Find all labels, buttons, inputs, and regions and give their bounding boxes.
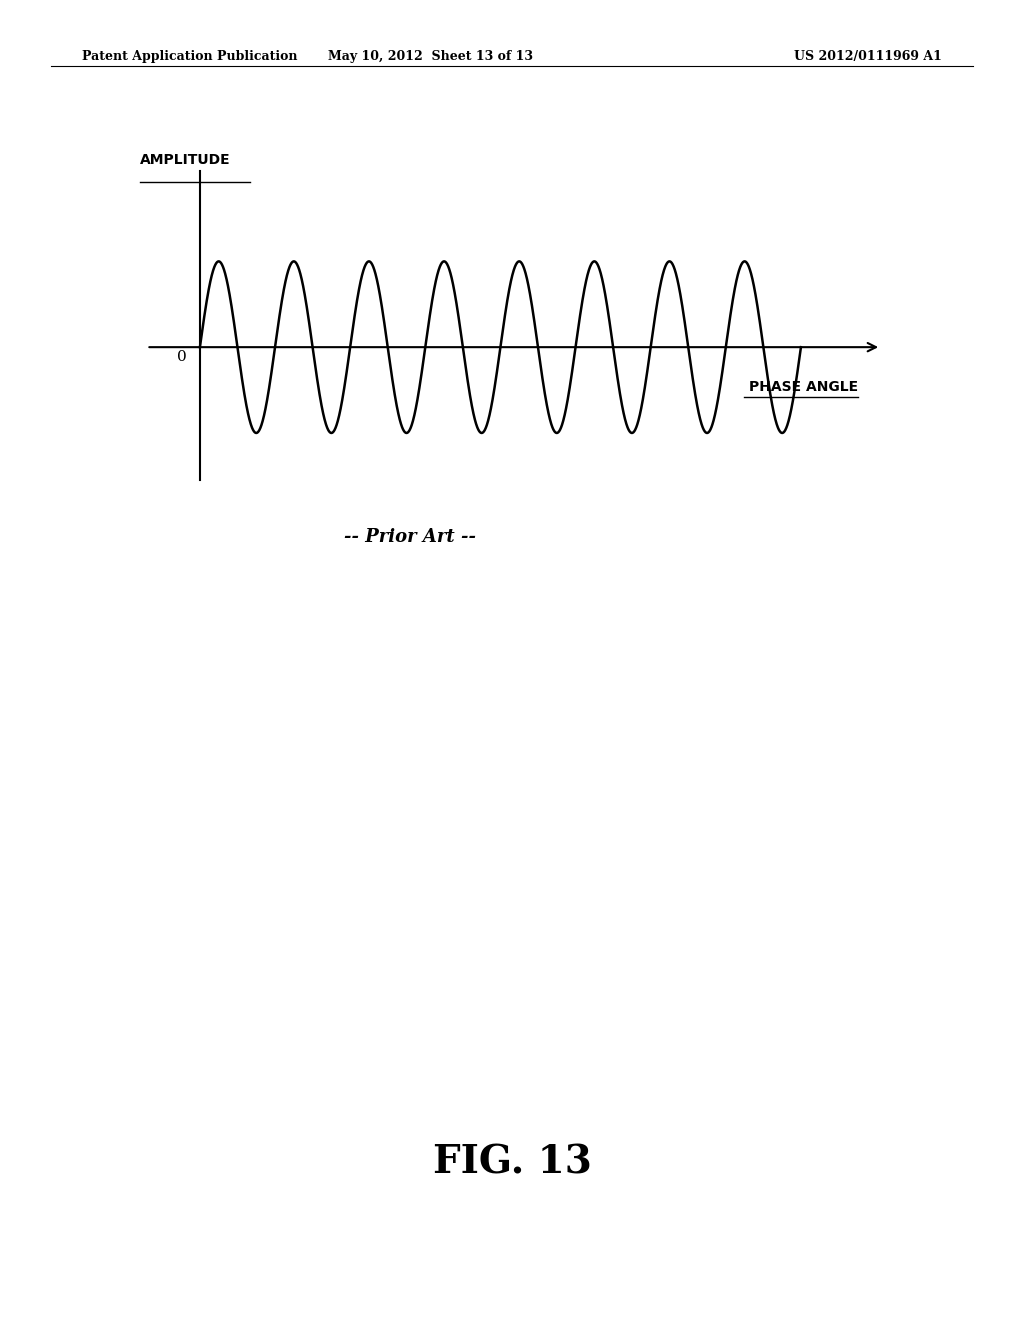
Text: US 2012/0111969 A1: US 2012/0111969 A1	[795, 50, 942, 63]
Text: 0: 0	[177, 350, 186, 364]
Text: AMPLITUDE: AMPLITUDE	[140, 153, 230, 168]
Text: -- Prior Art --: -- Prior Art --	[344, 528, 475, 546]
Text: May 10, 2012  Sheet 13 of 13: May 10, 2012 Sheet 13 of 13	[328, 50, 532, 63]
Text: PHASE ANGLE: PHASE ANGLE	[749, 380, 858, 393]
Text: FIG. 13: FIG. 13	[432, 1143, 592, 1181]
Text: Patent Application Publication: Patent Application Publication	[82, 50, 297, 63]
